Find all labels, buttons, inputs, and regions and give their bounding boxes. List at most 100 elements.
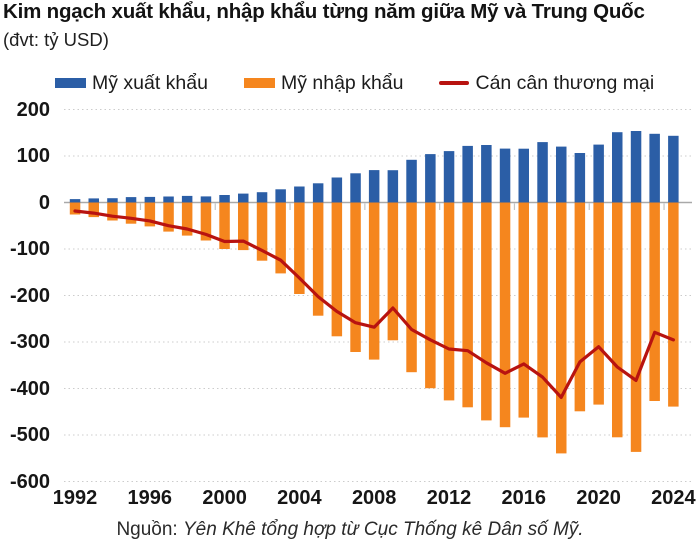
y-tick-label: 0 xyxy=(38,191,50,214)
export-bar-1997 xyxy=(163,196,174,203)
legend-item-imports: Mỹ nhập khẩu xyxy=(243,71,404,95)
export-bar-2022 xyxy=(630,131,642,203)
export-bar-1996 xyxy=(144,196,156,203)
chart-subtitle: (đvt: tỷ USD) xyxy=(3,29,109,50)
import-bar-1996 xyxy=(144,202,156,227)
export-bar-2013 xyxy=(462,145,473,203)
export-bar-2006 xyxy=(331,177,343,203)
import-bar-1998 xyxy=(181,202,193,236)
y-tick-label: -400 xyxy=(9,377,50,400)
bar-series xyxy=(69,131,679,203)
export-bar-1995 xyxy=(125,197,137,203)
export-bar-2012 xyxy=(443,151,455,203)
export-bar-2005 xyxy=(312,183,324,203)
import-bar-2011 xyxy=(425,202,436,389)
y-tick-label: -200 xyxy=(9,284,50,307)
export-bar-2001 xyxy=(238,193,249,203)
x-tick-label: 2012 xyxy=(426,487,472,509)
y-tick-label: -100 xyxy=(9,238,50,260)
import-bar-2022 xyxy=(630,202,642,452)
import-bar-2003 xyxy=(275,202,286,274)
import-bar-2018 xyxy=(556,202,567,454)
export-bar-2003 xyxy=(275,189,286,203)
import-bar-2006 xyxy=(331,202,343,337)
export-bar-2024 xyxy=(668,135,679,203)
export-bar-2009 xyxy=(387,170,399,203)
x-tick-label: 2024 xyxy=(651,487,696,509)
import-bar-2012 xyxy=(443,202,455,401)
export-bar-2020 xyxy=(593,144,604,203)
export-bar-2010 xyxy=(406,159,417,203)
import-bar-2017 xyxy=(537,202,548,438)
export-bar-2016 xyxy=(518,148,529,203)
import-bar-2005 xyxy=(312,202,324,316)
import-bar-2015 xyxy=(499,202,511,428)
legend-item-balance: Cán cân thương mại xyxy=(439,72,654,95)
import-bar-1995 xyxy=(125,202,137,224)
import-bar-1999 xyxy=(200,202,212,241)
import-bar-1997 xyxy=(163,202,174,232)
legend-label-imports: Mỹ nhập khẩu xyxy=(280,71,404,94)
export-bar-2023 xyxy=(649,133,660,203)
import-bar-2020 xyxy=(593,202,604,405)
export-bar-2014 xyxy=(481,145,492,203)
import-bar-2019 xyxy=(574,202,586,412)
import-bar-1994 xyxy=(107,202,118,221)
chart-title: Kim ngạch xuất khẩu, nhập khẩu từng năm … xyxy=(3,0,645,23)
export-bar-1994 xyxy=(107,198,118,203)
x-tick-label: 2020 xyxy=(576,487,621,509)
import-bar-1993 xyxy=(88,202,99,218)
import-bar-1992 xyxy=(69,202,81,215)
export-bar-1992 xyxy=(69,199,81,203)
y-tick-label: 200 xyxy=(16,98,50,121)
export-bar-2004 xyxy=(294,186,305,203)
import-bar-2007 xyxy=(350,202,361,352)
exports-swatch-icon xyxy=(55,78,86,88)
export-bar-2011 xyxy=(425,154,436,203)
import-bar-2002 xyxy=(256,202,268,261)
x-axis-ticks xyxy=(139,203,665,210)
import-bar-2008 xyxy=(368,202,380,360)
import-bar-2000 xyxy=(219,202,230,249)
x-tick-label: 1992 xyxy=(52,487,98,509)
imports-swatch-icon xyxy=(243,78,275,88)
export-bar-1998 xyxy=(181,195,193,203)
import-bar-2016 xyxy=(518,202,529,418)
import-bar-2001 xyxy=(238,202,249,251)
x-tick-label: 1996 xyxy=(127,487,173,509)
x-tick-label: 2004 xyxy=(277,487,322,509)
legend-label-exports: Mỹ xuất khẩu xyxy=(92,71,208,94)
export-bar-2019 xyxy=(574,153,586,203)
source-note: Nguồn: Yên Khê tổng hợp từ Cục Thống kê … xyxy=(0,519,700,541)
y-tick-label: -300 xyxy=(9,331,50,353)
import-bar-2010 xyxy=(406,202,417,373)
import-bar-2013 xyxy=(462,202,473,408)
y-tick-label: 100 xyxy=(16,145,50,167)
legend-item-exports: Mỹ xuất khẩu xyxy=(55,72,208,95)
export-bar-1993 xyxy=(88,198,99,203)
y-tick-label: -500 xyxy=(9,424,50,446)
source-text: Yên Khê tổng hợp từ Cục Thống kê Dân số … xyxy=(182,519,584,540)
x-tick-label: 2000 xyxy=(202,487,247,509)
export-bar-2017 xyxy=(537,142,548,203)
legend: Mỹ xuất khẩu Mỹ nhập khẩu Cán cân thương… xyxy=(55,70,654,96)
export-bar-2008 xyxy=(368,170,380,203)
export-bar-2021 xyxy=(612,132,623,203)
import-bar-2024 xyxy=(668,202,679,407)
source-prefix: Nguồn: xyxy=(116,519,183,540)
x-tick-label: 2008 xyxy=(351,487,397,509)
bar-series xyxy=(69,202,679,454)
export-bar-2002 xyxy=(256,192,268,203)
export-bar-2018 xyxy=(556,146,567,203)
import-bar-2023 xyxy=(649,202,660,401)
import-bar-2014 xyxy=(481,202,492,421)
export-bar-1999 xyxy=(200,196,212,203)
export-bar-2015 xyxy=(499,148,511,203)
x-tick-label: 2016 xyxy=(501,487,547,509)
export-bar-2007 xyxy=(350,173,361,203)
trade-balance-line xyxy=(73,209,675,399)
y-tick-label: -600 xyxy=(9,470,50,493)
